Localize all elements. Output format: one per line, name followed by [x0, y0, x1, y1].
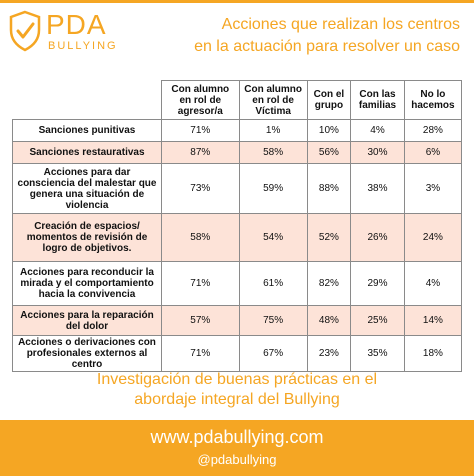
- table-cell: 1%: [238, 119, 308, 142]
- row-label: Sanciones restaurativas: [12, 141, 162, 164]
- table-cell: 82%: [306, 261, 352, 306]
- study-subtitle-line1: Investigación de buenas prácticas en el: [96, 371, 378, 388]
- study-subtitle-line2: abordaje integral del Bullying: [134, 391, 340, 408]
- table-cell: 67%: [238, 335, 308, 372]
- table-row: Acciones o derivaciones con profesionale…: [12, 335, 463, 372]
- shield-check-icon: [9, 10, 41, 52]
- brand-name: PDA: [46, 9, 107, 40]
- table-cell: 35%: [350, 335, 405, 372]
- table-cell: 87%: [161, 141, 240, 164]
- table-cell: 75%: [238, 305, 308, 336]
- column-header: Con las familias: [350, 80, 405, 120]
- row-label: Acciones para reconducir la mirada y el …: [12, 261, 162, 306]
- table-row: Sanciones punitivas 71% 1% 10% 4% 28%: [12, 119, 463, 142]
- table-row: Creación de espacios/ momentos de revisi…: [12, 213, 463, 262]
- actions-table: Con alumno en rol de agresor/a Con alumn…: [12, 80, 463, 372]
- row-label: Sanciones punitivas: [12, 119, 162, 142]
- table-row: Acciones para dar consciencia del malest…: [12, 163, 463, 214]
- table-cell: 4%: [403, 261, 463, 306]
- page-title: Acciones que realizan los centros en la …: [160, 14, 460, 58]
- table-cell: 71%: [161, 335, 240, 372]
- table-cell: 26%: [350, 213, 405, 262]
- table-cell: 59%: [238, 163, 308, 214]
- table-cell: 48%: [306, 305, 352, 336]
- column-header: Con el grupo: [306, 80, 352, 120]
- brand-tagline: BULLYING: [48, 40, 118, 52]
- row-label: Creación de espacios/ momentos de revisi…: [12, 213, 162, 262]
- row-label: Acciones o derivaciones con profesionale…: [12, 335, 162, 372]
- table-cell: 10%: [306, 119, 352, 142]
- table-cell: 23%: [306, 335, 352, 372]
- page-title-line1: Acciones que realizan los centros: [221, 16, 460, 33]
- row-label: Acciones para dar consciencia del malest…: [12, 163, 162, 214]
- row-label: Acciones para la reparación del dolor: [12, 305, 162, 336]
- table-cell: 61%: [238, 261, 308, 306]
- table-cell: 14%: [403, 305, 463, 336]
- column-header: No lo hacemos: [403, 80, 463, 120]
- social-handle[interactable]: @pdabullying: [197, 452, 277, 467]
- table-corner: [13, 81, 162, 120]
- table-cell: 24%: [403, 213, 463, 262]
- table-cell: 25%: [350, 305, 405, 336]
- table-cell: 73%: [161, 163, 240, 214]
- study-subtitle: Investigación de buenas prácticas en el …: [0, 370, 474, 410]
- page-title-line2: en la actuación para resolver un caso: [194, 38, 460, 55]
- table-cell: 56%: [306, 141, 352, 164]
- table-cell: 28%: [403, 119, 463, 142]
- table-cell: 4%: [350, 119, 405, 142]
- table-cell: 30%: [350, 141, 405, 164]
- table-cell: 71%: [161, 119, 240, 142]
- table-row: Acciones para reconducir la mirada y el …: [12, 261, 463, 306]
- table-cell: 58%: [161, 213, 240, 262]
- table-cell: 57%: [161, 305, 240, 336]
- brand-logo: PDA BULLYING: [8, 10, 138, 56]
- table-header-row: Con alumno en rol de agresor/a Con alumn…: [13, 80, 463, 120]
- table-cell: 38%: [350, 163, 405, 214]
- top-accent-bar: [0, 0, 474, 3]
- column-header: Con alumno en rol de agresor/a: [161, 80, 240, 120]
- table-cell: 29%: [350, 261, 405, 306]
- table-cell: 3%: [403, 163, 463, 214]
- table-row: Sanciones restaurativas 87% 58% 56% 30% …: [12, 141, 463, 164]
- website-link[interactable]: www.pdabullying.com: [150, 427, 324, 447]
- table-cell: 18%: [403, 335, 463, 372]
- column-header: Con alumno en rol de Víctima: [238, 80, 308, 120]
- table-cell: 6%: [403, 141, 463, 164]
- table-cell: 54%: [238, 213, 308, 262]
- footer-bar: www.pdabullying.com @pdabullying: [0, 420, 474, 476]
- table-cell: 88%: [306, 163, 352, 214]
- table-cell: 58%: [238, 141, 308, 164]
- table-cell: 71%: [161, 261, 240, 306]
- table-row: Acciones para la reparación del dolor 57…: [12, 305, 463, 336]
- table-cell: 52%: [306, 213, 352, 262]
